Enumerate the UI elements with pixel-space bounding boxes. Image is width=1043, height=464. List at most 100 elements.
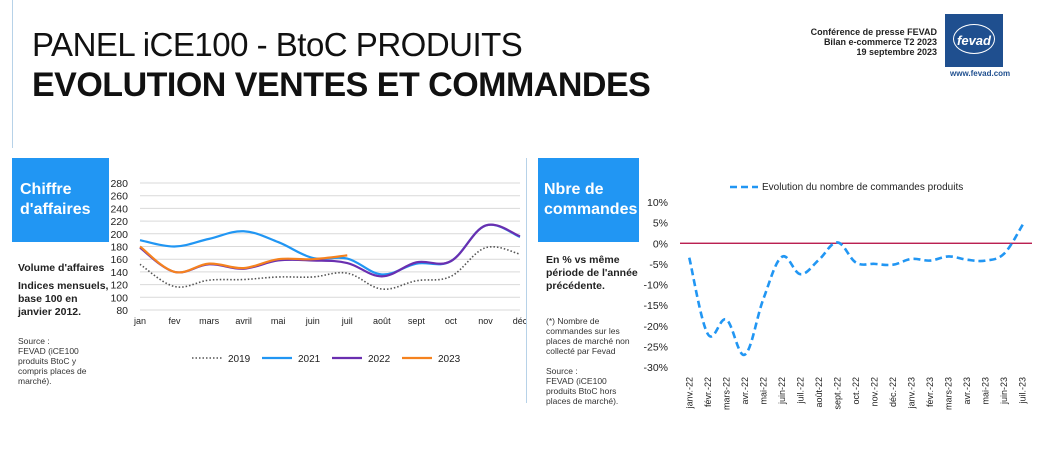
x-tick-label: avril (235, 316, 252, 326)
series-line-2019 (139, 246, 521, 290)
y-tick-label: 140 (110, 267, 128, 279)
x-tick-label: juil.-22 (795, 377, 805, 405)
conference-info: Conférence de presse FEVAD Bilan e-comme… (811, 27, 937, 57)
orders-label-box: Nbre de commandes (538, 158, 639, 242)
source-line: Source : (546, 366, 578, 376)
index-note-line: Indices mensuels, (18, 280, 109, 292)
y-tick-label: -15% (643, 300, 668, 312)
y-tick-label: -25% (643, 341, 668, 353)
x-tick-label: juin-22 (777, 377, 787, 405)
x-tick-label: juin-23 (999, 377, 1009, 405)
y-tick-label: -30% (643, 362, 668, 374)
source-line: FEVAD (iCE100 (18, 346, 79, 356)
x-tick-label: sept (408, 316, 426, 326)
fevad-logo: fevad (945, 14, 1003, 67)
y-tick-label: 220 (110, 216, 128, 228)
y-tick-label: 240 (110, 203, 128, 215)
orders-evolution-chart: 10% 5% 0% -5% -10% -15% -20% -25% -30% janv.-22 fé… (643, 182, 1032, 410)
y-tick-label: -20% (643, 321, 668, 333)
legend-label-2022: 2022 (368, 354, 391, 365)
x-tick-label: avr.-22 (740, 377, 750, 405)
logo-text: fevad (957, 33, 991, 48)
x-tick-label: nov (478, 316, 493, 326)
x-tick-label: jan (133, 316, 146, 326)
left-accent-line (12, 0, 13, 148)
x-tick-label: fev (169, 316, 182, 326)
y-tick-label: 80 (116, 305, 128, 317)
x-tick-label: déc.-22 (888, 377, 898, 407)
x-tick-label: nov.-22 (870, 377, 880, 406)
revenue-label-box: Chiffre d'affaires (12, 158, 109, 242)
source-line: FEVAD (iCE100 (546, 376, 607, 386)
x-tick-label: mai (271, 316, 286, 326)
logo-ring (953, 24, 995, 54)
source-line: compris places de (18, 366, 87, 376)
x-tick-label: janv.-23 (907, 377, 917, 409)
box-line: Nbre de (544, 181, 604, 198)
box-line: commandes (544, 201, 638, 218)
x-tick-label: déc (513, 316, 528, 326)
conference-line: 19 septembre 2023 (856, 47, 937, 57)
footnote-line: places de marché non (546, 336, 630, 346)
x-tick-label: juin (305, 316, 320, 326)
left-source-note: Source : FEVAD (iCE100 produits BtoC y c… (18, 336, 87, 386)
y-tick-label: 100 (110, 292, 128, 304)
x-tick-label: mai-23 (981, 377, 991, 405)
index-note-line: janvier 2012. (18, 306, 82, 318)
right-source-note: Source : FEVAD (iCE100 produits BtoC hor… (546, 366, 618, 406)
period-note-line: période de l'année (546, 267, 638, 279)
x-tick-label: avr.-23 (962, 377, 972, 405)
legend-label-2019: 2019 (228, 354, 251, 365)
footnote-line: collecté par Fevad (546, 346, 616, 356)
y-tick-label: 280 (110, 178, 128, 190)
series-line-2022 (139, 223, 521, 278)
y-tick-label: 180 (110, 242, 128, 254)
footnote-line: (*) Nombre de (546, 316, 600, 326)
x-tick-label: sept.-22 (832, 377, 842, 410)
slide-title: PANEL iCE100 - BtoC PRODUITS (32, 26, 523, 63)
x-tick-label: oct.-22 (851, 377, 861, 405)
chart-title: Evolution du nombre de commandes produit… (762, 182, 963, 193)
source-line: marché). (18, 376, 52, 386)
x-tick-label: juil (341, 316, 353, 326)
period-note-line: précédente. (546, 280, 605, 292)
panel-divider (526, 158, 527, 403)
box-line: d'affaires (20, 201, 91, 218)
x-tick-label: févr.-23 (925, 377, 935, 407)
x-tick-label: mars-22 (721, 377, 731, 410)
x-tick-label: janv.-22 (684, 377, 694, 409)
index-note-line: base 100 en (18, 293, 78, 305)
y-tick-label: 160 (110, 254, 128, 266)
y-tick-label: -10% (643, 280, 668, 292)
legend-label-2023: 2023 (438, 354, 461, 365)
y-tick-label: 200 (110, 229, 128, 241)
orders-footnote: (*) Nombre de commandes sur les places d… (546, 316, 630, 356)
slide-subtitle: EVOLUTION VENTES ET COMMANDES (32, 66, 651, 104)
box-line: Chiffre (20, 181, 72, 198)
x-tick-label: juil.-23 (1018, 377, 1028, 405)
legend-label-2021: 2021 (298, 354, 321, 365)
y-tick-label: 260 (110, 191, 128, 203)
series-line-orders (687, 223, 1024, 356)
period-note-line: En % vs même (546, 254, 620, 266)
y-tick-label: 10% (647, 197, 668, 209)
x-tick-label: oct (445, 316, 458, 326)
x-tick-label: août-22 (814, 377, 824, 408)
x-tick-label: mai-22 (758, 377, 768, 405)
y-tick-label: 120 (110, 280, 128, 292)
volume-label: Volume d'affaires (18, 262, 105, 274)
x-tick-label: mars (199, 316, 219, 326)
conference-line: Bilan e-commerce T2 2023 (823, 37, 937, 47)
source-line: places de marché). (546, 396, 619, 406)
footnote-line: commandes sur les (546, 326, 620, 336)
index-note: Indices mensuels, base 100 en janvier 20… (18, 280, 108, 319)
conference-line: Conférence de presse FEVAD (810, 27, 937, 37)
y-tick-label: 0% (653, 238, 668, 250)
y-tick-label: 5% (653, 218, 668, 230)
series-line-2023 (139, 245, 348, 274)
x-tick-label: févr.-22 (703, 377, 713, 407)
logo-url: www.fevad.com (950, 69, 1011, 78)
period-note: En % vs même période de l'année précéden… (546, 254, 638, 293)
source-line: produits BtoC hors (546, 386, 617, 396)
